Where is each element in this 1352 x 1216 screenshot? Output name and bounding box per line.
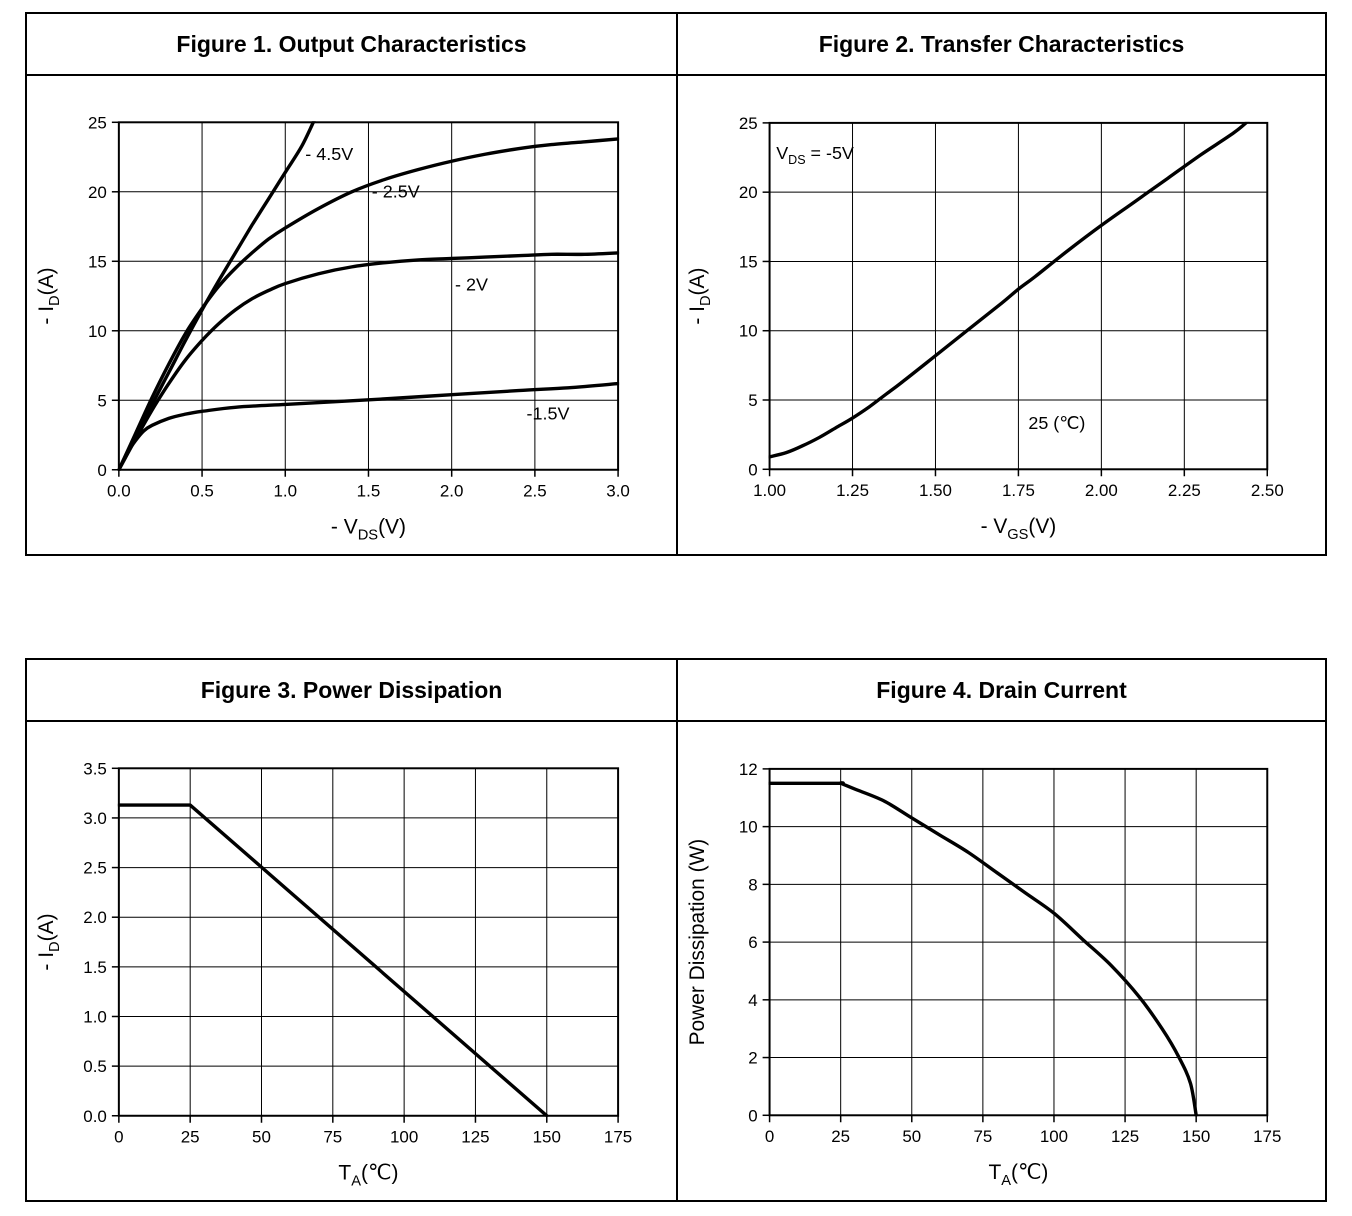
svg-text:6: 6 [748, 933, 757, 952]
svg-text:3.0: 3.0 [606, 482, 630, 501]
svg-text:25: 25 [181, 1128, 200, 1147]
svg-text:1.5: 1.5 [83, 958, 107, 977]
svg-text:0.0: 0.0 [107, 482, 131, 501]
svg-text:100: 100 [390, 1128, 418, 1147]
svg-text:2: 2 [748, 1049, 757, 1068]
svg-text:TA(℃): TA(℃) [988, 1161, 1048, 1189]
svg-text:0: 0 [748, 460, 757, 479]
svg-text:2.25: 2.25 [1168, 481, 1201, 500]
svg-text:25 (℃): 25 (℃) [1028, 413, 1085, 433]
panel-figure-3: Figure 3. Power Dissipation 0 25 50 75 100 12… [27, 660, 676, 1200]
svg-text:2.0: 2.0 [440, 482, 464, 501]
svg-text:Power Dissipation (W): Power Dissipation (W) [686, 839, 709, 1046]
svg-text:125: 125 [461, 1128, 489, 1147]
svg-text:3.5: 3.5 [83, 759, 107, 778]
svg-text:25: 25 [88, 113, 107, 132]
svg-text:3.0: 3.0 [83, 809, 107, 828]
figure-1-plot: 0.0 0.5 1.0 1.5 2.0 2.5 3.0 0 5 10 15 20 25 - 4.5V - 2… [35, 113, 630, 544]
svg-text:10: 10 [88, 322, 107, 341]
figure-4-title: Figure 4. Drain Current [678, 660, 1325, 722]
figure-2-plot: 1.00 1.25 1.50 1.75 2.00 2.25 2.50 0 5 10 15 20 25 VD… [686, 114, 1284, 543]
svg-text:1.25: 1.25 [836, 481, 869, 500]
charts-row-top: Figure 1. Output Characteristics 0.0 0.5 1… [25, 12, 1327, 556]
svg-text:0: 0 [765, 1127, 774, 1146]
svg-text:125: 125 [1111, 1127, 1139, 1146]
svg-text:VDS = -5V: VDS = -5V [776, 143, 854, 167]
svg-text:1.5: 1.5 [357, 482, 381, 501]
svg-text:2.50: 2.50 [1251, 481, 1284, 500]
svg-text:50: 50 [252, 1128, 271, 1147]
svg-text:75: 75 [323, 1128, 342, 1147]
svg-text:175: 175 [1253, 1127, 1281, 1146]
svg-text:2.5: 2.5 [83, 859, 107, 878]
svg-text:0.5: 0.5 [83, 1057, 107, 1076]
svg-text:12: 12 [739, 760, 758, 779]
svg-text:TA(℃): TA(℃) [338, 1162, 398, 1190]
figure-3-chart-area: 0 25 50 75 100 125 150 175 0.0 0.5 1.0 1.5 2.0 2.5 3.0… [27, 722, 676, 1200]
figure-4-plot: 0 25 50 75 100 125 150 175 0 2 4 6 8 10 12 TA(℃) Power D… [686, 760, 1281, 1189]
svg-text:4: 4 [748, 991, 757, 1010]
svg-text:0.0: 0.0 [83, 1107, 107, 1126]
charts-row-bottom: Figure 3. Power Dissipation 0 25 50 75 100 12… [25, 658, 1327, 1202]
svg-text:20: 20 [88, 183, 107, 202]
svg-text:5: 5 [748, 391, 757, 410]
svg-text:0: 0 [97, 461, 106, 480]
svg-text:10: 10 [739, 818, 758, 837]
svg-text:- VDS(V): - VDS(V) [331, 516, 406, 544]
svg-text:2.00: 2.00 [1085, 481, 1118, 500]
svg-text:- 4.5V: - 4.5V [305, 144, 353, 164]
svg-text:0: 0 [748, 1106, 757, 1125]
figure-1-chart-area: 0.0 0.5 1.0 1.5 2.0 2.5 3.0 0 5 10 15 20 25 - 4.5V - 2… [27, 76, 676, 554]
svg-text:8: 8 [748, 875, 757, 894]
svg-text:1.50: 1.50 [919, 481, 952, 500]
panel-figure-1: Figure 1. Output Characteristics 0.0 0.5 1… [27, 14, 676, 554]
svg-text:- ID(A): - ID(A) [686, 268, 714, 325]
svg-text:2.0: 2.0 [83, 908, 107, 927]
figure-3-plot: 0 25 50 75 100 125 150 175 0.0 0.5 1.0 1.5 2.0 2.5 3.0… [35, 759, 632, 1190]
panel-figure-2: Figure 2. Transfer Characteristics 1.00 1… [676, 14, 1325, 554]
svg-text:- 2V: - 2V [455, 274, 488, 294]
figure-3-title: Figure 3. Power Dissipation [27, 660, 676, 722]
svg-text:75: 75 [973, 1127, 992, 1146]
svg-text:20: 20 [739, 183, 758, 202]
svg-text:0: 0 [114, 1128, 123, 1147]
svg-text:1.0: 1.0 [273, 482, 297, 501]
svg-text:15: 15 [739, 252, 758, 271]
svg-text:150: 150 [533, 1128, 561, 1147]
figure-2-title: Figure 2. Transfer Characteristics [678, 14, 1325, 76]
svg-text:0.5: 0.5 [190, 482, 214, 501]
figure-2-chart-area: 1.00 1.25 1.50 1.75 2.00 2.25 2.50 0 5 10 15 20 25 VD… [678, 76, 1325, 554]
svg-text:5: 5 [97, 391, 106, 410]
svg-text:- 2.5V: - 2.5V [372, 181, 420, 201]
svg-text:150: 150 [1182, 1127, 1210, 1146]
figure-1-title: Figure 1. Output Characteristics [27, 14, 676, 76]
svg-text:25: 25 [739, 114, 758, 133]
panel-figure-4: Figure 4. Drain Current 0 25 50 75 100 125 150… [676, 660, 1325, 1200]
svg-text:175: 175 [604, 1128, 632, 1147]
svg-text:- VGS(V): - VGS(V) [981, 515, 1057, 543]
svg-text:100: 100 [1040, 1127, 1068, 1146]
svg-text:1.0: 1.0 [83, 1007, 107, 1026]
svg-text:10: 10 [739, 322, 758, 341]
svg-text:25: 25 [831, 1127, 850, 1146]
svg-text:- ID(A): - ID(A) [35, 913, 63, 970]
svg-text:50: 50 [902, 1127, 921, 1146]
datasheet-charts-page: Figure 1. Output Characteristics 0.0 0.5 1… [25, 12, 1327, 1202]
svg-text:1.00: 1.00 [753, 481, 786, 500]
svg-text:15: 15 [88, 252, 107, 271]
svg-text:1.75: 1.75 [1002, 481, 1035, 500]
svg-text:-1.5V: -1.5V [527, 404, 570, 424]
svg-text:2.5: 2.5 [523, 482, 547, 501]
svg-text:- ID(A): - ID(A) [35, 267, 63, 324]
figure-4-chart-area: 0 25 50 75 100 125 150 175 0 2 4 6 8 10 12 TA(℃) Power D… [678, 722, 1325, 1200]
